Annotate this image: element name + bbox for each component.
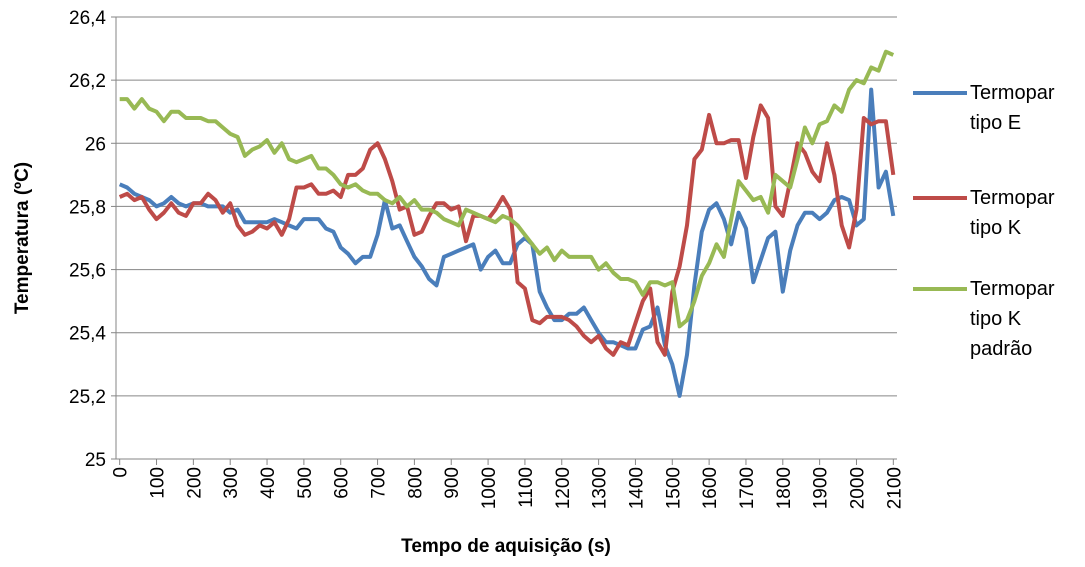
legend-label: Termopar tipo E	[970, 82, 1055, 134]
x-tick-label: 600	[332, 467, 353, 499]
x-tick-label: 2100	[884, 467, 905, 509]
line-series	[118, 87, 896, 398]
x-tick-label: 0	[111, 467, 132, 478]
y-tick-label: 25,6	[69, 261, 106, 282]
x-tick-label: 1400	[626, 467, 647, 509]
x-tick-label: 1800	[774, 467, 795, 509]
y-tick-label: 25	[85, 450, 106, 471]
x-tick-label: 1500	[663, 467, 684, 509]
x-tick-label: 400	[258, 467, 279, 499]
y-tick-label: 25,8	[69, 197, 106, 218]
x-tick-label: 1200	[553, 467, 574, 509]
x-tick-label: 700	[369, 467, 390, 499]
line-series	[119, 49, 895, 329]
y-tick-label: 26	[85, 134, 106, 155]
x-tick-label: 1300	[590, 467, 611, 509]
x-axis-title: Tempo de aquisição (s)	[401, 536, 611, 557]
x-tick-label: 100	[148, 467, 169, 499]
line-series	[118, 103, 896, 357]
y-tick-label: 25,2	[69, 387, 106, 408]
legend-label: Termopar tipo K padrão	[970, 278, 1055, 360]
y-tick-label: 25,4	[69, 324, 106, 345]
x-tick-label: 800	[405, 467, 426, 499]
y-tick-label: 26,4	[69, 8, 106, 29]
x-tick-label: 1700	[737, 467, 758, 509]
x-tick-label: 200	[184, 467, 205, 499]
y-axis-title: Temperatura (ºC)	[12, 162, 33, 314]
x-tick-label: 1900	[811, 467, 832, 509]
x-tick-label: 300	[221, 467, 242, 499]
legend-label: Termopar tipo K	[970, 187, 1055, 239]
x-tick-label: 500	[295, 467, 316, 499]
y-tick-label: 26,2	[69, 71, 106, 92]
x-tick-label: 900	[442, 467, 463, 499]
x-tick-label: 1100	[516, 467, 537, 508]
x-tick-label: 1000	[479, 467, 500, 509]
x-tick-label: 2000	[847, 467, 868, 509]
x-tick-label: 1600	[700, 467, 721, 509]
